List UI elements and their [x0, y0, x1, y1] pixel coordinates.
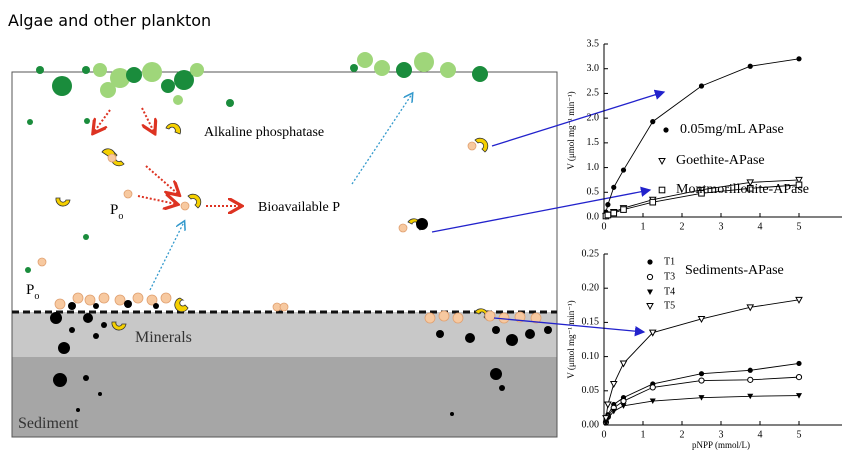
minerals-label: Minerals	[135, 329, 192, 346]
y-tick-label: 0.10	[582, 351, 600, 362]
series-line	[606, 377, 799, 422]
legend-label: T1	[664, 256, 675, 267]
x-tick-label: 5	[797, 429, 802, 440]
y-tick-label: 0.00	[582, 419, 600, 430]
y-tick-label: 0.20	[582, 282, 600, 293]
point	[663, 127, 668, 132]
point	[796, 56, 801, 61]
y-tick-label: 3.0	[587, 63, 600, 74]
y-tick-label: 2.0	[587, 112, 600, 123]
y-tick-label: 0.5	[587, 187, 600, 198]
point	[699, 83, 704, 88]
y-tick-label: 1.5	[587, 137, 600, 148]
diagram-title: Algae and other plankton	[8, 11, 211, 30]
y-axis-label: V (μmol mg⁻¹ min⁻¹)	[566, 300, 576, 378]
x-tick-label: 1	[641, 221, 646, 232]
point	[796, 361, 801, 366]
legend-label: T4	[664, 286, 675, 297]
enzyme-label: Alkaline phosphatase	[204, 125, 324, 140]
legend-label: T5	[664, 300, 675, 311]
point	[621, 361, 627, 367]
point	[650, 385, 655, 390]
point	[605, 212, 611, 218]
point	[621, 207, 627, 213]
x-tick-label: 0	[602, 429, 607, 440]
point	[699, 378, 704, 383]
legend-label: T3	[664, 271, 675, 282]
y-tick-label: 0.0	[587, 211, 600, 222]
point	[748, 64, 753, 69]
point	[621, 167, 626, 172]
legend-label: 0.05mg/mL APase	[680, 122, 784, 137]
point	[647, 290, 653, 296]
figure: Algae and other plankton Alkaline phosph…	[0, 0, 843, 452]
chart-title: Sediments-APase	[685, 263, 784, 278]
bioavailable-label: Bioavailable P	[258, 200, 340, 215]
sediment-layer	[13, 357, 557, 437]
y-tick-label: 2.5	[587, 88, 600, 99]
charts: 0.0 0.5 1.0 1.5 2.0 2.5 3.0 3.5 0 1 2 3 4 5 V (μmol mg…	[566, 38, 842, 450]
point	[659, 187, 665, 193]
x-tick-label: 3	[719, 429, 724, 440]
sediment-label: Sediment	[18, 415, 79, 432]
y-tick-label: 0.05	[582, 385, 600, 396]
x-tick-label: 2	[680, 221, 685, 232]
x-tick-label: 3	[719, 221, 724, 232]
x-tick-label: 2	[680, 429, 685, 440]
point	[647, 274, 652, 279]
y-axis-label: V (μmol mg⁻¹ min⁻¹)	[566, 91, 576, 169]
point	[621, 398, 626, 403]
x-tick-label: 5	[797, 221, 802, 232]
point	[796, 375, 801, 380]
point	[611, 185, 616, 190]
x-tick-label: 4	[758, 221, 763, 232]
point	[605, 402, 611, 408]
x-tick-label: 0	[602, 221, 607, 232]
point	[748, 377, 753, 382]
x-axis-label: pNPP (mmol/L)	[692, 440, 750, 450]
point	[699, 371, 704, 376]
point	[621, 403, 627, 409]
point	[650, 199, 656, 205]
point	[611, 210, 617, 216]
y-tick-label: 3.5	[587, 38, 600, 49]
point	[605, 202, 610, 207]
y-tick-label: 1.0	[587, 162, 600, 173]
point	[647, 259, 652, 264]
x-tick-label: 4	[758, 429, 763, 440]
point	[650, 119, 655, 124]
legend-label: Goethite-APase	[676, 153, 765, 168]
y-tick-label: 0.25	[582, 248, 600, 259]
point	[647, 304, 653, 310]
point	[748, 368, 753, 373]
point	[611, 381, 617, 387]
x-tick-label: 1	[641, 429, 646, 440]
point	[659, 159, 665, 165]
legend-label: Montmorillonite-APase	[676, 182, 809, 197]
series-line	[606, 396, 799, 423]
y-tick-label: 0.15	[582, 317, 600, 328]
